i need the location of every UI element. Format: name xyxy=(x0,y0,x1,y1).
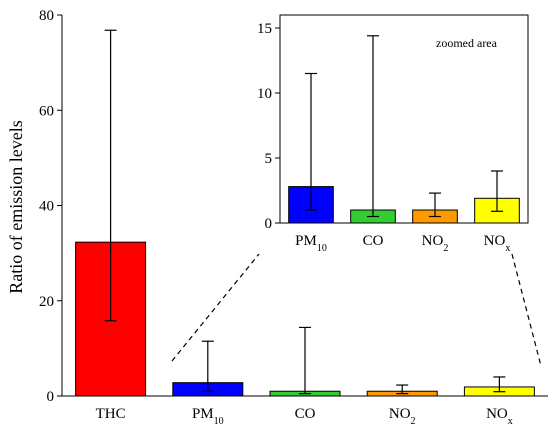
inset-frame xyxy=(279,14,529,224)
y-tick-label: 0 xyxy=(47,389,55,405)
x-category-label: CO xyxy=(363,233,384,249)
zoom-indicator-lines xyxy=(171,253,542,367)
x-category-label: PM10 xyxy=(192,406,224,427)
y-tick-label: 10 xyxy=(257,86,272,102)
zoomed-area-annotation: zoomed area xyxy=(436,36,498,50)
zoom-line-right xyxy=(511,253,542,367)
main-plot: 0 20 40 60 80 THC PM10 CO NO2 NOx xyxy=(39,8,548,427)
y-tick-label: 20 xyxy=(39,294,54,310)
x-category-label: THC xyxy=(96,406,126,422)
y-tick-label: 40 xyxy=(39,199,54,215)
x-category-label: NO2 xyxy=(422,233,449,254)
x-category-label: PM10 xyxy=(295,233,327,254)
inset-plot: 0 5 10 15 PM10 CO NO2 NOx xyxy=(257,14,529,254)
zoom-line-left xyxy=(171,253,260,362)
y-tick-label: 80 xyxy=(39,8,54,24)
x-category-label: NOx xyxy=(484,233,511,254)
x-category-label: NO2 xyxy=(389,406,416,427)
x-category-label: CO xyxy=(295,406,316,422)
y-tick-label: 5 xyxy=(265,151,273,167)
y-tick-label: 15 xyxy=(257,21,272,37)
y-axis-label: Ratio of emission levels xyxy=(6,120,26,293)
x-category-label: NOx xyxy=(486,406,513,427)
y-tick-label: 0 xyxy=(265,216,273,232)
y-tick-label: 60 xyxy=(39,103,54,119)
